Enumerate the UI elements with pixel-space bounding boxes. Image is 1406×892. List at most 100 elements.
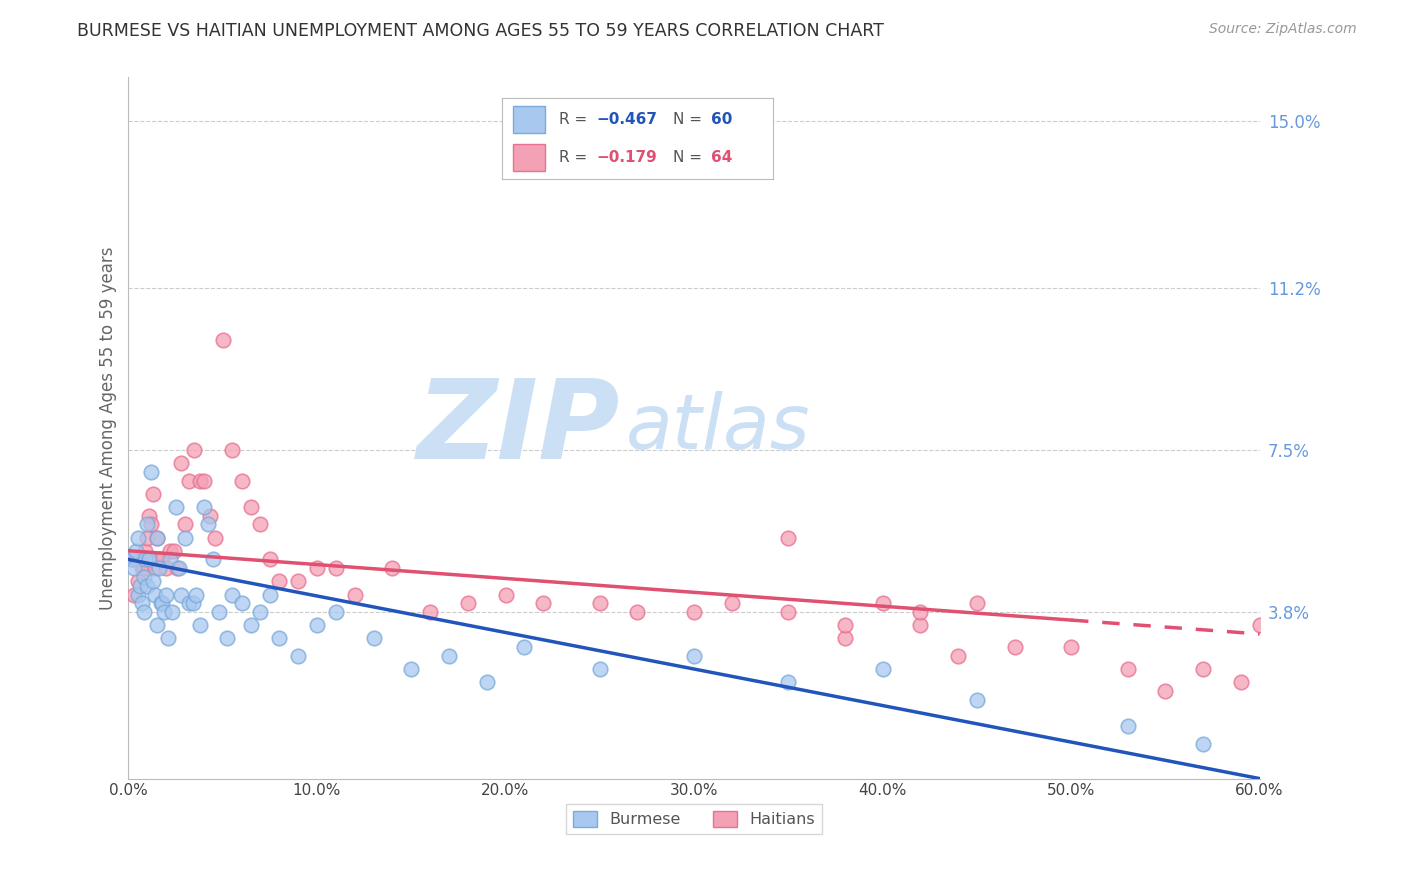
Point bbox=[589, 596, 612, 610]
Point bbox=[121, 552, 143, 566]
Point bbox=[513, 640, 536, 654]
Point bbox=[170, 588, 193, 602]
Point bbox=[211, 334, 233, 348]
Point bbox=[1249, 618, 1271, 632]
Point bbox=[170, 456, 193, 470]
Point bbox=[401, 662, 423, 676]
Text: atlas: atlas bbox=[626, 391, 811, 465]
Point bbox=[1192, 737, 1215, 751]
Y-axis label: Unemployment Among Ages 55 to 59 years: Unemployment Among Ages 55 to 59 years bbox=[100, 246, 117, 610]
Point bbox=[193, 500, 215, 514]
Point bbox=[177, 474, 200, 488]
Point bbox=[231, 596, 253, 610]
Point bbox=[1060, 640, 1083, 654]
Point bbox=[142, 487, 165, 501]
Point bbox=[159, 552, 181, 566]
Point bbox=[269, 574, 291, 589]
Point bbox=[683, 605, 706, 619]
Point bbox=[221, 442, 243, 457]
Point bbox=[221, 588, 243, 602]
Point bbox=[834, 618, 856, 632]
Point bbox=[778, 675, 800, 690]
Point bbox=[145, 618, 167, 632]
Point bbox=[1116, 662, 1139, 676]
Point bbox=[193, 474, 215, 488]
Point bbox=[136, 517, 159, 532]
Point bbox=[778, 605, 800, 619]
Point bbox=[174, 517, 197, 532]
Point bbox=[240, 618, 263, 632]
Point bbox=[121, 552, 143, 566]
Point bbox=[166, 561, 188, 575]
Point bbox=[136, 579, 159, 593]
Point bbox=[138, 552, 160, 566]
Point bbox=[188, 474, 211, 488]
Point bbox=[240, 500, 263, 514]
Point bbox=[148, 552, 170, 566]
Point bbox=[966, 596, 988, 610]
Point bbox=[683, 648, 706, 663]
Point bbox=[208, 605, 231, 619]
Point bbox=[139, 465, 162, 479]
Point bbox=[259, 588, 281, 602]
Point bbox=[457, 596, 479, 610]
Point bbox=[153, 605, 176, 619]
Point bbox=[259, 552, 281, 566]
Point bbox=[138, 508, 160, 523]
Point bbox=[142, 574, 165, 589]
Point bbox=[910, 618, 932, 632]
Point bbox=[287, 648, 309, 663]
Point bbox=[305, 618, 328, 632]
Point bbox=[1229, 675, 1251, 690]
Point bbox=[152, 596, 174, 610]
Point bbox=[305, 561, 328, 575]
Point bbox=[198, 508, 221, 523]
Point bbox=[145, 531, 167, 545]
Point bbox=[122, 588, 145, 602]
Point bbox=[834, 632, 856, 646]
Point bbox=[125, 552, 148, 566]
Point bbox=[495, 588, 517, 602]
Point bbox=[1004, 640, 1026, 654]
Legend: Burmese, Haitians: Burmese, Haitians bbox=[567, 805, 821, 834]
Point bbox=[155, 588, 177, 602]
Point bbox=[325, 561, 347, 575]
Point bbox=[132, 570, 155, 584]
Point bbox=[152, 552, 174, 566]
Point bbox=[910, 605, 932, 619]
Text: Source: ZipAtlas.com: Source: ZipAtlas.com bbox=[1209, 22, 1357, 37]
Point bbox=[132, 561, 155, 575]
Point bbox=[145, 531, 167, 545]
Point bbox=[186, 588, 208, 602]
Point bbox=[720, 596, 742, 610]
Point bbox=[475, 675, 498, 690]
Point bbox=[128, 579, 150, 593]
Point bbox=[122, 561, 145, 575]
Point bbox=[183, 442, 205, 457]
Point bbox=[202, 552, 225, 566]
Point bbox=[136, 531, 159, 545]
Point bbox=[127, 531, 149, 545]
Point bbox=[325, 605, 347, 619]
Point bbox=[128, 552, 150, 566]
Point bbox=[204, 531, 226, 545]
Point bbox=[249, 517, 271, 532]
Point bbox=[165, 500, 187, 514]
Point bbox=[215, 632, 238, 646]
Point bbox=[157, 632, 180, 646]
Point bbox=[159, 543, 181, 558]
Point bbox=[163, 543, 186, 558]
Point bbox=[174, 531, 197, 545]
Point bbox=[143, 588, 166, 602]
Point bbox=[946, 648, 969, 663]
Point bbox=[134, 543, 156, 558]
Point bbox=[872, 662, 894, 676]
Text: BURMESE VS HAITIAN UNEMPLOYMENT AMONG AGES 55 TO 59 YEARS CORRELATION CHART: BURMESE VS HAITIAN UNEMPLOYMENT AMONG AG… bbox=[77, 22, 884, 40]
Point bbox=[287, 574, 309, 589]
Point bbox=[531, 596, 554, 610]
Point bbox=[589, 662, 612, 676]
Point bbox=[160, 605, 183, 619]
Point bbox=[125, 543, 148, 558]
Point bbox=[148, 561, 170, 575]
Point bbox=[363, 632, 385, 646]
